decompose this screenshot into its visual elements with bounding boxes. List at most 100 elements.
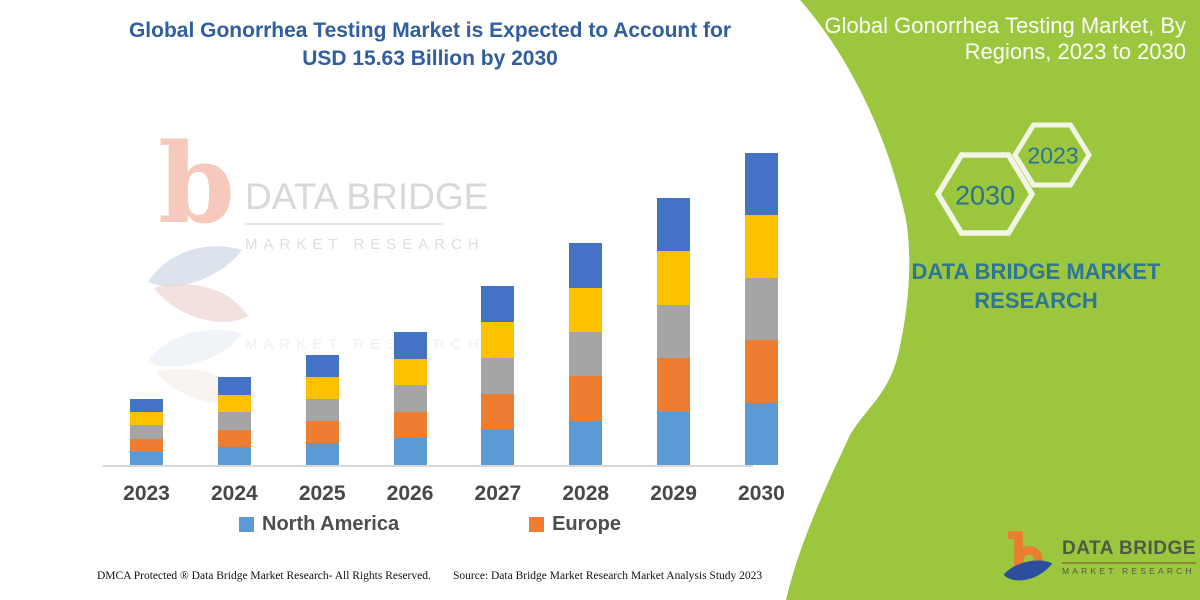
bar-segment-series-5 [130, 399, 163, 413]
bar-segment-series-5 [305, 355, 339, 378]
bar-segment-series-4 [393, 358, 427, 386]
footer-source-text: Source: Data Bridge Market Research Mark… [453, 570, 763, 582]
bar-segment-series-4 [569, 287, 603, 333]
bar-segment-series-4 [657, 251, 691, 305]
bar-segment-series-3 [569, 332, 603, 377]
bar-segment-series-3 [305, 399, 339, 422]
x-axis-labels: 2023 2024 2025 2026 2027 2028 2029 2030 [104, 482, 803, 506]
bar-segment-series-3 [657, 304, 691, 359]
bar-segment-europe [481, 393, 515, 430]
legend-swatch-icon [529, 517, 545, 532]
x-axis-label-text: 2024 [210, 482, 258, 505]
watermark-logo-b-glyph: b [158, 119, 235, 248]
x-axis-label-2029: 2029 [650, 482, 697, 506]
logo-brand-text: DATA BRIDGE [1062, 538, 1196, 559]
chart-title-line2: USD 15.63 Billion by 2030 [302, 47, 558, 71]
bar-segment-north-america [744, 402, 778, 465]
green-blob-shape [786, 0, 1200, 600]
bar-segment-series-5 [217, 377, 251, 395]
side-panel-brand: DATA BRIDGE MARKET RESEARCH [886, 258, 1186, 315]
bar-segment-series-3 [130, 425, 163, 439]
hexagon-year-2030: 2030 [954, 180, 1016, 211]
legend-swatch-icon [239, 517, 254, 532]
bar-2027 [481, 286, 515, 465]
logo-subbrand-text: MARKET RESEARCH [1062, 566, 1195, 576]
bar-segment-series-5 [393, 332, 427, 359]
x-axis-label-text: 2029 [650, 482, 697, 505]
legend-label: Europe [552, 513, 621, 535]
x-axis-label-2025: 2025 [299, 482, 346, 506]
legend-label: North America [262, 513, 400, 535]
bar-segment-series-3 [393, 385, 427, 412]
bar-segment-series-3 [744, 277, 778, 341]
chart-title-line1: Global Gonorrhea Testing Market is Expec… [128, 19, 732, 42]
bar-segment-north-america [305, 443, 339, 465]
side-panel-title-line2: Regions, 2023 to 2030 [964, 38, 1186, 64]
hexagon-year-2023: 2023 [1027, 142, 1079, 169]
data-bridge-logo: DATA BRIDGE MARKET RESEARCH [1002, 530, 1196, 588]
bar-segment-series-3 [481, 357, 515, 394]
stacked-bar-chart [104, 153, 803, 465]
logo-divider [1062, 562, 1196, 564]
bar-segment-europe [305, 421, 339, 444]
x-axis-line [103, 465, 753, 467]
chart-legend: North America Europe [239, 513, 621, 536]
bar-segment-europe [569, 376, 603, 421]
bar-segment-series-5 [744, 153, 778, 216]
bar-segment-europe [217, 429, 251, 448]
x-axis-label-2030: 2030 [738, 482, 785, 506]
legend-item-north-america: North America [239, 513, 399, 536]
bar-segment-north-america [569, 420, 603, 465]
bar-segment-europe [657, 358, 691, 412]
bar-segment-north-america [657, 411, 691, 465]
bar-segment-series-4 [217, 394, 251, 413]
x-axis-label-2028: 2028 [562, 482, 609, 506]
footer-dmca-text: DMCA Protected ® Data Bridge Market Rese… [97, 570, 431, 582]
watermark-subbrand: MARKET RESEARCH [245, 236, 485, 253]
bar-segment-series-5 [657, 197, 691, 252]
bar-2026 [393, 332, 427, 465]
bar-segment-north-america [130, 451, 163, 465]
bar-2030 [744, 153, 778, 465]
bar-segment-europe [130, 438, 163, 452]
bar-segment-series-4 [744, 215, 778, 278]
bar-segment-north-america [393, 438, 427, 465]
bar-segment-series-3 [217, 412, 251, 430]
x-axis-label-text: 2028 [562, 482, 610, 505]
bar-2023 [130, 399, 163, 465]
bar-segment-north-america [481, 429, 515, 465]
x-axis-label-text: 2030 [738, 482, 785, 505]
bar-2024 [217, 377, 251, 465]
x-axis-label-text: 2023 [123, 482, 170, 505]
logo-text-block: DATA BRIDGE MARKET RESEARCH [1062, 538, 1196, 576]
x-axis-label-2023: 2023 [123, 482, 170, 506]
bar-segment-europe [393, 411, 427, 439]
x-axis-label-text: 2027 [474, 482, 522, 505]
x-axis-label-2027: 2027 [475, 482, 522, 506]
x-axis-label-2026: 2026 [387, 482, 434, 506]
bar-2025 [305, 355, 339, 465]
side-panel-brand-line1: DATA BRIDGE MARKET [911, 259, 1161, 284]
bar-2028 [569, 243, 603, 465]
hexagon-2023-outline [1012, 122, 1092, 188]
watermark-divider [245, 223, 443, 225]
x-axis-label-text: 2026 [386, 482, 434, 505]
hexagon-2030-outline [934, 152, 1036, 236]
legend-item-europe: Europe [529, 513, 621, 536]
bar-segment-series-5 [569, 243, 603, 288]
x-axis-label-2024: 2024 [211, 482, 258, 506]
bar-segment-series-4 [305, 377, 339, 400]
side-panel-brand-line2: RESEARCH [974, 287, 1098, 313]
x-axis-label-text: 2025 [298, 482, 346, 505]
chart-title: Global Gonorrhea Testing Market is Expec… [100, 17, 760, 74]
bar-segment-series-4 [130, 412, 163, 426]
side-panel-title: Global Gonorrhea Testing Market, By Regi… [786, 13, 1186, 65]
bar-segment-series-4 [481, 322, 515, 358]
bar-segment-series-5 [481, 286, 515, 323]
data-bridge-logo-icon [1003, 531, 1053, 581]
side-panel-title-line1: Global Gonorrhea Testing Market, By [824, 13, 1186, 38]
bar-segment-europe [744, 340, 778, 403]
